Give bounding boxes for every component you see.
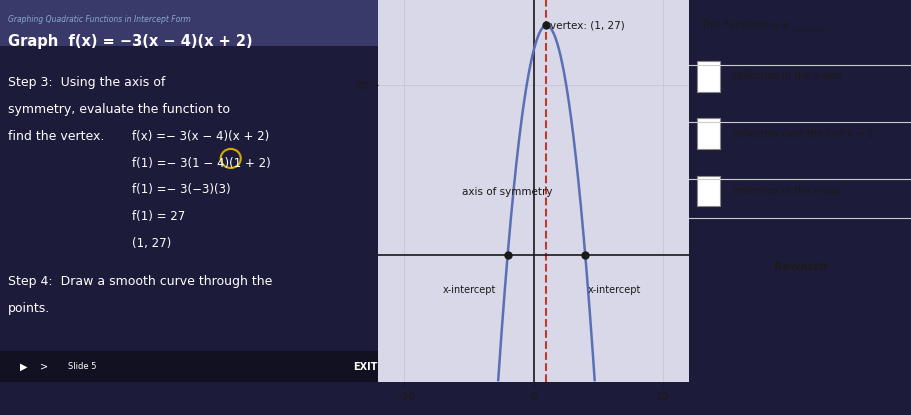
Text: reflection over the line x = 1: reflection over the line x = 1 — [732, 129, 873, 139]
FancyBboxPatch shape — [0, 0, 401, 46]
FancyBboxPatch shape — [0, 351, 401, 382]
Text: f(1) =− 3(1 − 4)(1 + 2): f(1) =− 3(1 − 4)(1 + 2) — [132, 156, 271, 170]
Text: symmetry, evaluate the function to: symmetry, evaluate the function to — [8, 103, 230, 116]
Text: Graph  f(x) = −3(x − 4)(x + 2): Graph f(x) = −3(x − 4)(x + 2) — [8, 34, 252, 49]
Text: ▶: ▶ — [20, 361, 27, 371]
Text: f(1) =− 3(−3)(3): f(1) =− 3(−3)(3) — [132, 183, 230, 196]
Text: This function is a _______.: This function is a _______. — [699, 19, 831, 30]
Text: Step 4:  Draw a smooth curve through the: Step 4: Draw a smooth curve through the — [8, 275, 272, 288]
Text: reflection in the y-axis: reflection in the y-axis — [732, 71, 842, 81]
Text: x-intercept: x-intercept — [588, 285, 640, 295]
Bar — [697, 118, 719, 149]
Text: points.: points. — [8, 302, 50, 315]
Text: >: > — [40, 361, 48, 371]
Text: f(x) =− 3(x − 4)(x + 2): f(x) =− 3(x − 4)(x + 2) — [132, 130, 270, 143]
Text: EXIT: EXIT — [353, 361, 377, 371]
Text: find the vertex.: find the vertex. — [8, 130, 104, 143]
Bar — [697, 61, 719, 92]
Text: vertex: (1, 27): vertex: (1, 27) — [549, 20, 624, 30]
Text: reflection in the x-axis: reflection in the x-axis — [732, 186, 842, 196]
Text: axis of symmetry: axis of symmetry — [462, 187, 552, 197]
Text: (1, 27): (1, 27) — [132, 237, 171, 250]
Text: x-intercept: x-intercept — [443, 285, 496, 295]
Text: Graphing Quadratic Functions in Intercept Form: Graphing Quadratic Functions in Intercep… — [8, 15, 190, 24]
Text: Slide 5: Slide 5 — [68, 362, 97, 371]
Text: f(1) = 27: f(1) = 27 — [132, 210, 186, 223]
Text: Step 3:  Using the axis of: Step 3: Using the axis of — [8, 76, 165, 89]
Bar — [697, 176, 719, 206]
Text: Rewatch: Rewatch — [773, 262, 826, 272]
